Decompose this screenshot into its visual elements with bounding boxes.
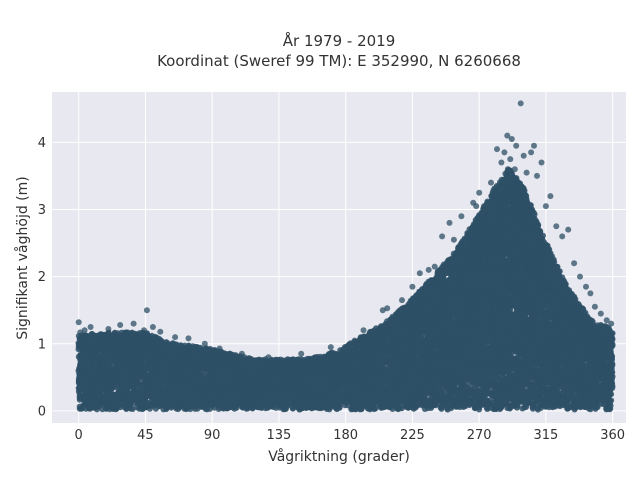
chart-container: 04590135180225270315360 01234 År 1979 - … bbox=[0, 0, 640, 480]
scatter-chart: 04590135180225270315360 01234 År 1979 - … bbox=[0, 0, 640, 480]
